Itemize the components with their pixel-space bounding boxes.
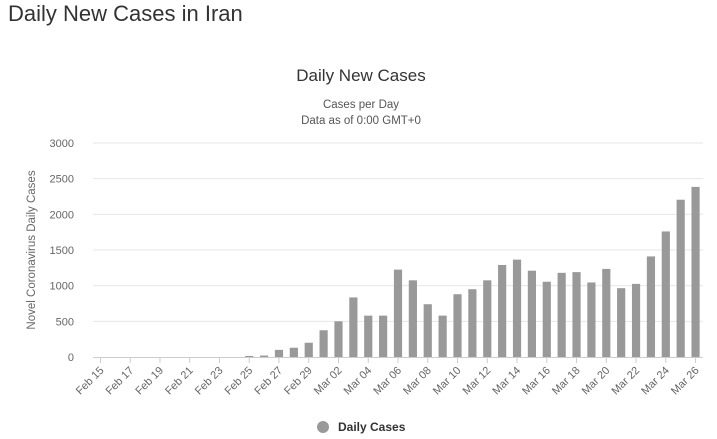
y-tick-label: 500 [56, 316, 74, 328]
bar[interactable] [498, 264, 507, 357]
x-tick-label: Mar 08 [401, 365, 434, 398]
x-tick-label: Mar 10 [431, 365, 464, 398]
bar[interactable] [349, 297, 358, 357]
bar[interactable] [364, 315, 373, 357]
x-tick-label: Mar 14 [490, 365, 523, 398]
x-tick-label: Feb 23 [193, 365, 226, 398]
bar[interactable] [245, 355, 254, 357]
bar[interactable] [379, 315, 388, 357]
chart-subtitle: Cases per Day [323, 99, 399, 111]
bar[interactable] [289, 347, 298, 357]
chart-title: Daily New Cases [296, 66, 425, 85]
bar[interactable] [438, 315, 447, 357]
bar[interactable] [676, 199, 685, 357]
bar[interactable] [542, 281, 551, 357]
x-tick-label: Mar 12 [461, 365, 494, 398]
bar[interactable] [512, 259, 522, 357]
y-axis-label: Novel Coronavirus Daily Cases [26, 170, 38, 329]
chart-subtitle-date: Data as of 0:00 GMT+0 [301, 115, 421, 127]
page-heading: Daily New Cases in Iran [8, 1, 243, 26]
x-tick-label: Mar 06 [371, 365, 404, 398]
legend-label[interactable]: Daily Cases [338, 420, 406, 434]
bar[interactable] [617, 288, 626, 357]
bar[interactable] [468, 289, 477, 357]
bar[interactable] [453, 294, 462, 357]
bar[interactable] [661, 231, 670, 357]
y-tick-label: 1000 [50, 281, 74, 293]
x-tick-label: Mar 22 [609, 365, 642, 398]
x-tick-label: Mar 20 [580, 365, 613, 398]
bar[interactable] [602, 268, 611, 357]
x-tick-label: Feb 19 [133, 365, 166, 398]
bar[interactable] [483, 280, 492, 357]
bar[interactable] [334, 321, 343, 357]
bar[interactable] [393, 269, 403, 357]
y-tick-label: 2500 [50, 174, 74, 186]
x-tick-label: Feb 21 [163, 365, 196, 398]
x-tick-label: Mar 24 [639, 365, 672, 398]
bar[interactable] [527, 270, 536, 357]
x-tick-label: Mar 02 [312, 365, 345, 398]
legend-swatch [317, 421, 329, 433]
bar[interactable] [274, 349, 284, 357]
bar[interactable] [572, 272, 581, 357]
bar[interactable] [557, 272, 566, 357]
bar[interactable] [691, 186, 700, 357]
bar[interactable] [260, 355, 269, 357]
x-tick-label: Mar 16 [520, 365, 553, 398]
y-tick-label: 2000 [50, 209, 74, 221]
x-tick-label: Feb 29 [282, 365, 315, 398]
x-tick-label: Feb 17 [104, 365, 137, 398]
bar[interactable] [319, 330, 328, 357]
bars [245, 186, 700, 357]
bar[interactable] [304, 342, 313, 357]
x-tick-label: Mar 04 [342, 365, 375, 398]
x-tick-label: Feb 27 [252, 365, 285, 398]
y-axis-ticks: 0 500 1000 1500 2000 2500 3000 [50, 138, 74, 364]
x-tick-label: Mar 18 [550, 365, 583, 398]
y-tick-label: 3000 [50, 138, 74, 150]
y-tick-label: 1500 [50, 245, 74, 257]
bar[interactable] [587, 282, 596, 357]
bar[interactable] [423, 304, 432, 357]
x-tick-label: Feb 15 [74, 365, 107, 398]
y-tick-label: 0 [68, 352, 74, 364]
x-tick-label: Mar 26 [669, 365, 702, 398]
bar[interactable] [646, 256, 656, 357]
legend[interactable]: Daily Cases [317, 420, 406, 434]
bar[interactable] [408, 280, 417, 357]
bar[interactable] [631, 283, 641, 357]
x-tick-label: Feb 25 [223, 365, 256, 398]
